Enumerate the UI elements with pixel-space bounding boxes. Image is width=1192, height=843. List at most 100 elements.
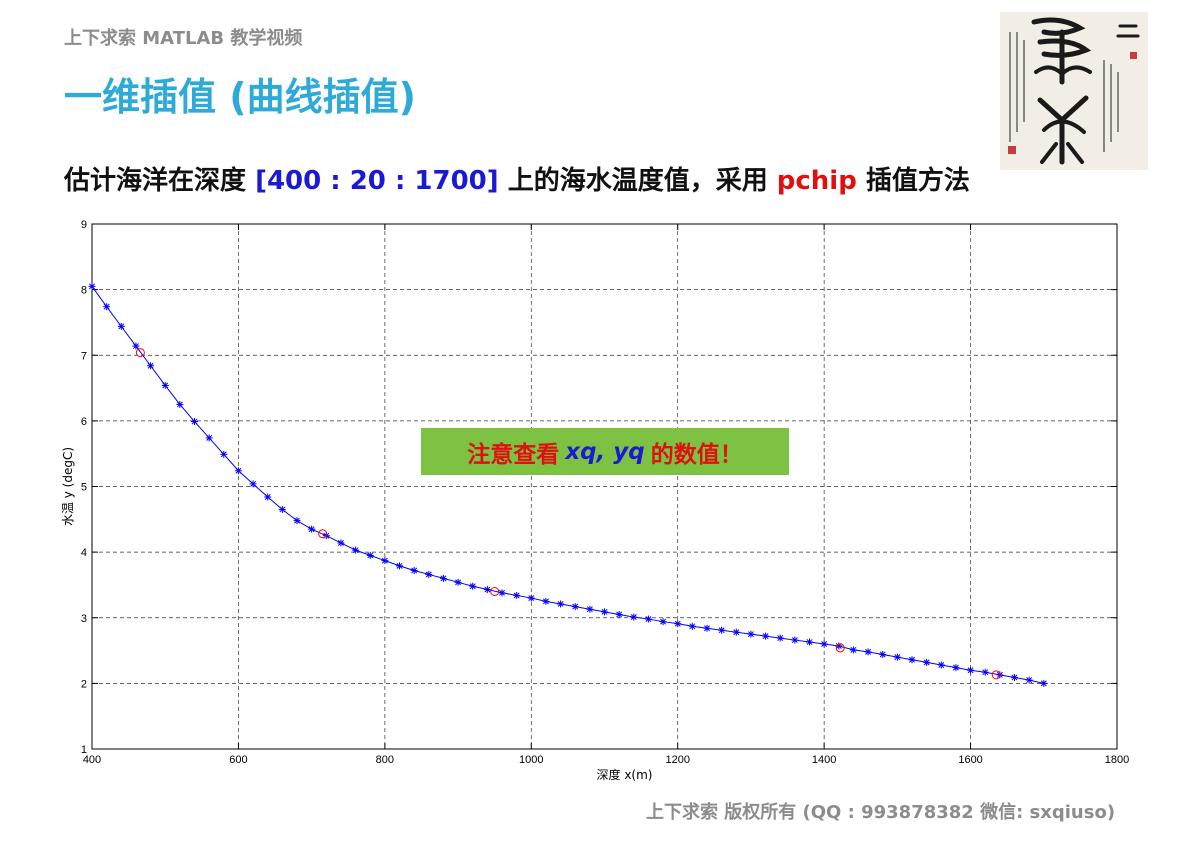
y-tick-label: 6 <box>81 416 87 428</box>
interpolated-point <box>849 646 857 654</box>
subtitle-range: [400 : 20 : 1700] <box>255 166 499 196</box>
interpolated-point <box>220 450 228 458</box>
callout-prefix: 注意查看 <box>467 441 560 468</box>
interpolated-point <box>513 591 521 599</box>
interpolated-point <box>410 567 418 574</box>
interpolated-point <box>718 626 726 634</box>
interpolated-point <box>352 546 360 554</box>
interpolated-point <box>908 656 916 664</box>
interpolated-point <box>644 615 652 623</box>
subtitle-method: pchip <box>776 166 857 196</box>
interpolated-point <box>557 600 565 608</box>
y-tick-label: 5 <box>81 482 87 494</box>
interpolated-point <box>776 634 784 642</box>
interpolated-point <box>147 362 155 370</box>
interpolated-point <box>88 282 96 290</box>
interpolated-point <box>923 658 931 666</box>
interpolated-point <box>103 303 111 311</box>
interpolated-point <box>1040 679 1048 687</box>
interpolated-point <box>454 578 462 586</box>
interpolated-point <box>630 613 638 621</box>
interpolated-point <box>659 618 667 626</box>
interpolated-point <box>601 608 608 616</box>
interpolated-point <box>981 668 989 676</box>
y-tick-label: 9 <box>81 219 87 231</box>
interpolated-point <box>1011 673 1018 681</box>
interpolated-point <box>674 620 682 628</box>
interpolated-point <box>308 525 316 533</box>
interpolated-point <box>1025 676 1033 684</box>
x-tick-label: 800 <box>376 754 394 766</box>
sample-point <box>135 348 145 358</box>
x-axis-label: 深度 x(m) <box>597 767 653 782</box>
sample-point <box>835 643 845 653</box>
interpolated-point <box>439 574 447 582</box>
subtitle-suffix: 插值方法 <box>856 166 970 196</box>
interpolated-point <box>747 630 755 638</box>
interpolated-point <box>483 586 491 594</box>
interpolated-point <box>249 480 257 488</box>
interpolated-point <box>571 603 579 611</box>
interpolated-point <box>425 570 433 578</box>
callout-note: 注意查看 xq, yq 的数值！ <box>421 428 789 475</box>
interpolated-point <box>161 381 169 389</box>
y-tick-label: 4 <box>81 547 87 559</box>
interpolated-point <box>820 640 828 648</box>
y-tick-label: 2 <box>81 678 87 690</box>
sample-point <box>490 587 500 596</box>
subtitle-middle: 上的海水温度值，采用 <box>498 166 777 196</box>
callout-vars: xq, yq <box>565 438 645 465</box>
page-title: 一维插值 (曲线插值) <box>64 75 416 119</box>
interpolated-point <box>527 594 535 602</box>
interpolated-point <box>191 418 198 426</box>
calligraphy-seal-logo <box>1000 12 1148 170</box>
interpolated-point <box>381 557 389 565</box>
page-subtitle: 估计海洋在深度 [400 : 20 : 1700] 上的海水温度值，采用 pch… <box>64 160 970 197</box>
callout-suffix: 的数值！ <box>650 441 743 468</box>
interpolated-point <box>893 653 901 661</box>
copyright-footer: 上下求索 版权所有 (QQ : 993878382 微信: sxqiuso) <box>646 802 1116 823</box>
interpolated-point <box>791 636 799 644</box>
interpolated-point <box>278 505 286 513</box>
interpolated-point <box>615 610 623 618</box>
interpolated-point <box>205 434 213 442</box>
interpolated-point <box>879 651 887 658</box>
x-tick-label: 1600 <box>958 754 982 766</box>
interpolated-point <box>732 628 740 636</box>
y-tick-label: 1 <box>81 744 87 756</box>
interpolated-point <box>132 342 140 350</box>
interpolated-point <box>937 661 945 669</box>
y-tick-label: 7 <box>81 350 87 362</box>
interpolated-point <box>542 597 550 605</box>
interpolated-point <box>952 664 960 672</box>
x-tick-label: 1800 <box>1105 754 1129 766</box>
interpolated-point <box>396 562 403 570</box>
interpolated-point <box>586 605 594 613</box>
x-tick-label: 1200 <box>665 754 689 766</box>
x-tick-label: 400 <box>83 754 101 766</box>
x-tick-label: 1400 <box>812 754 836 766</box>
y-tick-label: 8 <box>81 285 87 297</box>
sample-point <box>991 670 1001 680</box>
interpolated-point <box>176 400 184 408</box>
x-tick-label: 1000 <box>519 754 543 766</box>
interpolated-point <box>967 666 975 674</box>
interpolated-point <box>117 322 125 330</box>
interpolated-point <box>498 589 506 597</box>
interpolated-point <box>469 582 477 590</box>
interpolated-point <box>264 493 272 501</box>
interpolated-point <box>806 638 813 646</box>
subtitle-prefix: 估计海洋在深度 <box>64 166 256 196</box>
interpolated-point <box>234 467 242 475</box>
brand-header: 上下求索 MATLAB 教学视频 <box>64 28 303 49</box>
interpolated-point <box>864 648 872 656</box>
interpolated-point <box>293 517 301 525</box>
x-tick-label: 600 <box>229 754 247 766</box>
interpolated-point <box>762 632 770 640</box>
sample-point <box>318 529 328 539</box>
interpolated-point <box>337 539 345 547</box>
y-axis-label: 水温 y (degC) <box>61 447 75 526</box>
interpolated-point <box>703 624 711 632</box>
interpolated-point <box>688 622 696 630</box>
